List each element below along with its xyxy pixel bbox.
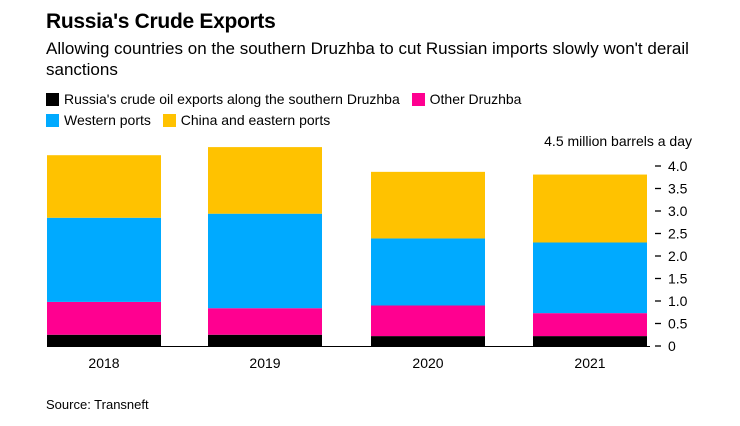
bar-segment-2021-0 [533, 336, 647, 346]
legend-label: Russia's crude oil exports along the sou… [64, 91, 400, 107]
legend-item-other-druzhba: Other Druzhba [411, 90, 522, 109]
bar-segment-2019-3 [208, 147, 322, 214]
legend-item-china-eastern: China and eastern ports [162, 111, 331, 130]
bar-segment-2018-2 [47, 217, 161, 302]
legend-label: Other Druzhba [429, 91, 522, 107]
bar-segment-2020-0 [371, 336, 485, 346]
y-tick-label: 0 [668, 338, 676, 354]
x-tick-label: 2020 [412, 355, 443, 371]
y-axis-label: 4.5 million barrels a day [544, 133, 692, 149]
legend-item-southern-druzhba: Russia's crude oil exports along the sou… [46, 90, 400, 109]
bar-segment-2021-1 [533, 313, 647, 337]
legend-item-western-ports: Western ports [46, 111, 151, 130]
legend-swatch [162, 114, 176, 127]
y-tick-label: 4.0 [668, 158, 688, 174]
x-tick-label: 2019 [249, 355, 280, 371]
chart-title: Russia's Crude Exports [46, 10, 276, 33]
legend-swatch [46, 114, 59, 127]
bar-segment-2020-1 [371, 305, 485, 337]
y-tick-label: 3.5 [668, 181, 688, 197]
y-tick-label: 0.5 [668, 316, 688, 332]
bar-segment-2019-1 [208, 308, 322, 335]
bar-segment-2020-3 [371, 171, 485, 239]
x-tick-label: 2021 [574, 355, 605, 371]
y-tick-label: 2.5 [668, 226, 688, 242]
bar-segment-2021-3 [533, 174, 647, 243]
bar-segment-2018-0 [47, 334, 161, 346]
bar-segment-2020-2 [371, 238, 485, 306]
y-tick-label: 1.0 [668, 293, 688, 309]
source-note: Source: Transneft [46, 397, 149, 412]
y-tick-label: 2.0 [668, 248, 688, 264]
bar-segment-2019-0 [208, 334, 322, 346]
legend-swatch [46, 93, 59, 106]
legend-label: China and eastern ports [180, 112, 331, 128]
chart-subtitle: Allowing countries on the southern Druzh… [46, 39, 689, 79]
y-tick-label: 1.5 [668, 271, 688, 287]
legend-label: Western ports [64, 112, 151, 128]
bar-segment-2018-1 [47, 301, 161, 335]
x-tick-label: 2018 [88, 355, 119, 371]
bar-segment-2019-2 [208, 213, 322, 309]
legend-swatch [411, 93, 425, 106]
bar-segment-2021-2 [533, 242, 647, 314]
y-tick-label: 3.0 [668, 203, 688, 219]
legend: Russia's crude oil exports along the sou… [46, 90, 696, 132]
bar-segment-2018-3 [47, 155, 161, 218]
